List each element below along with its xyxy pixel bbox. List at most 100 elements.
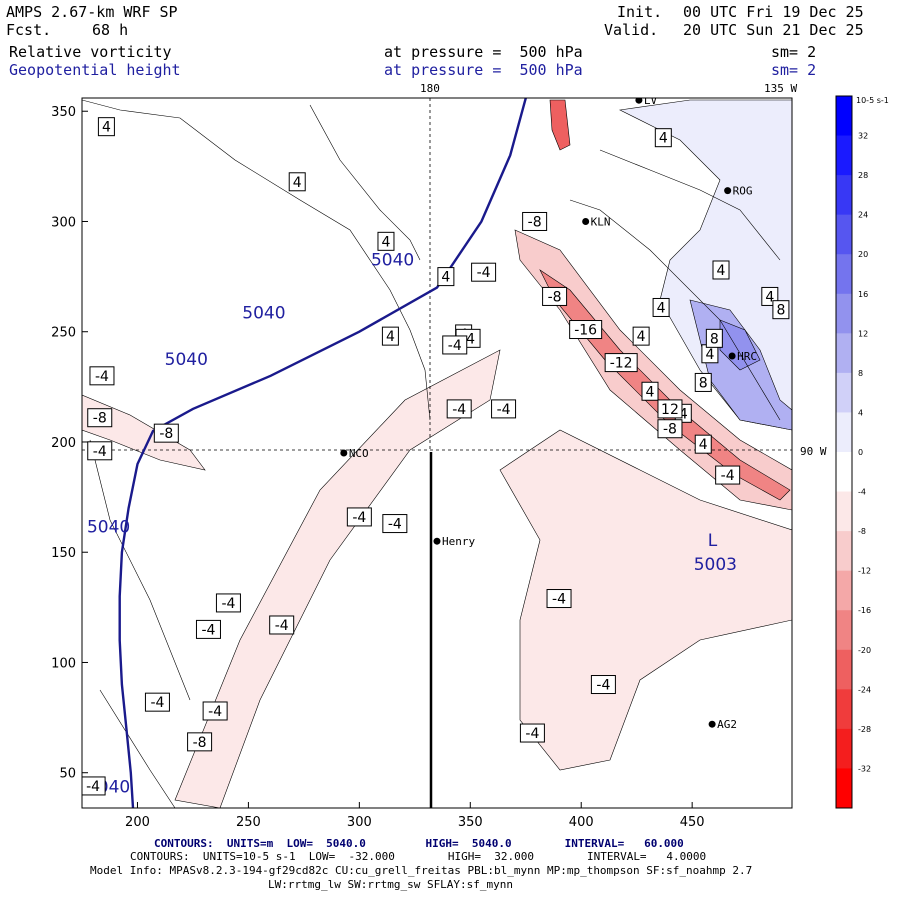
vorticity-label-text-37: -4 bbox=[201, 622, 215, 638]
vorticity-label-text-41: -8 bbox=[193, 735, 207, 751]
x-axis-ticks: 200 250 300 350 400 450 bbox=[125, 802, 705, 830]
vorticity-label-box-45 bbox=[519, 723, 545, 743]
y-tick-label-3: 200 bbox=[51, 436, 76, 451]
station-dot-5 bbox=[708, 720, 716, 728]
colorbar-level-14: -24 bbox=[858, 685, 871, 694]
vorticity-label-box-23 bbox=[569, 320, 603, 340]
vorticity-label-text-39: -4 bbox=[150, 695, 164, 711]
y-tick-label-0: 50 bbox=[59, 767, 76, 782]
colorbar-level-0: 32 bbox=[858, 132, 868, 141]
vorticity-label-text-25: -8 bbox=[663, 422, 677, 438]
colorbar-swatch-9 bbox=[836, 452, 852, 493]
vorticity-label-1: 4 bbox=[288, 172, 306, 192]
vorticity-label-text-29: -8 bbox=[93, 411, 107, 427]
station-name-4: HRC bbox=[737, 350, 757, 363]
y-tick-label-4: 250 bbox=[51, 326, 76, 341]
station-dot-0 bbox=[340, 449, 348, 457]
vorticity-label-24: -12 bbox=[604, 353, 638, 373]
colorbar-swatch-10 bbox=[836, 491, 852, 532]
colorbar-level-2: 24 bbox=[858, 211, 868, 220]
vorticity-contours bbox=[82, 99, 781, 808]
vorticity-label-15: 12 bbox=[657, 399, 683, 419]
vorticity-label-text-3: 4 bbox=[386, 329, 395, 345]
vorticity-label-box-39 bbox=[144, 692, 170, 712]
vorticity-label-11: 4 bbox=[632, 326, 650, 346]
x-tick-label-3: 350 bbox=[458, 815, 483, 830]
pressure-vorticity: at pressure = 500 hPa bbox=[384, 43, 583, 61]
colorbar-level-16: -32 bbox=[858, 764, 871, 773]
vorticity-label-box-29 bbox=[87, 408, 113, 428]
x-tick-label-4: 400 bbox=[569, 815, 594, 830]
smoothing-vorticity: sm= 2 bbox=[771, 43, 817, 61]
vorticity-label-0: 4 bbox=[97, 117, 115, 137]
vorticity-label-text-4: 4 bbox=[441, 270, 450, 286]
vorticity-label-text-45: -4 bbox=[525, 726, 539, 742]
colorbar-swatch-3 bbox=[836, 214, 852, 255]
colorbar-level-9: -4 bbox=[858, 488, 866, 497]
vorticity-label-text-2: 4 bbox=[382, 234, 391, 250]
vorticity-label-17: 8 bbox=[772, 300, 790, 320]
footer-physics-info: LW:rrtmg_lw SW:rrtmg_sw SFLAY:sf_mynn bbox=[268, 878, 514, 891]
height-label-1: 5040 bbox=[242, 303, 285, 323]
vorticity-label-text-44: -4 bbox=[596, 678, 610, 694]
vorticity-label-42: -4 bbox=[82, 776, 106, 796]
vorticity-shading bbox=[82, 99, 792, 808]
height-label-3: 5040 bbox=[87, 517, 130, 537]
vorticity-label-box-30 bbox=[153, 423, 179, 443]
contour-line-6 bbox=[89, 439, 191, 701]
vorticity-label-box-2 bbox=[377, 231, 395, 251]
negative-vorticity-band-south bbox=[174, 349, 501, 808]
label-135w: 135 W bbox=[764, 82, 797, 95]
vorticity-label-40: -4 bbox=[202, 701, 228, 721]
colorbar-swatch-14 bbox=[836, 649, 852, 690]
vorticity-label-box-36 bbox=[215, 593, 241, 613]
low-center-value: 5003 bbox=[694, 555, 737, 575]
vorticity-label-39: -4 bbox=[144, 692, 170, 712]
vorticity-label-22: -8 bbox=[542, 286, 568, 306]
colorbar-level-6: 8 bbox=[858, 369, 863, 378]
x-tick-label-5: 450 bbox=[680, 815, 705, 830]
colorbar-frame bbox=[835, 95, 853, 809]
station-hrc: HRC bbox=[728, 350, 757, 363]
contour-line-2 bbox=[309, 104, 421, 261]
vorticity-label-27: -4 bbox=[715, 465, 741, 485]
vorticity-label-13: 8 bbox=[705, 328, 723, 348]
vorticity-label-20: -4 bbox=[471, 262, 497, 282]
vorticity-label-28: -4 bbox=[89, 366, 115, 386]
station-name-0: NCO bbox=[349, 447, 369, 460]
vorticity-label-text-43: -4 bbox=[552, 592, 566, 608]
vorticity-label-box-43 bbox=[546, 589, 572, 609]
station-markers: NCO Henry KLN ROG HRC AG2 LV bbox=[340, 98, 757, 731]
vorticity-label-14: 8 bbox=[694, 372, 712, 392]
vorticity-label-box-38 bbox=[269, 615, 295, 635]
vorticity-label-box-21 bbox=[522, 211, 548, 231]
vorticity-label-44: -4 bbox=[590, 675, 616, 695]
vorticity-label-box-19 bbox=[442, 335, 468, 355]
colorbar-swatch-15 bbox=[836, 689, 852, 730]
vorticity-label-box-18 bbox=[712, 260, 730, 280]
label-180: 180 bbox=[420, 82, 440, 95]
vorticity-label-text-24: -12 bbox=[610, 356, 633, 372]
vorticity-label-35: -4 bbox=[382, 514, 408, 534]
y-tick-label-2: 150 bbox=[51, 546, 76, 561]
vorticity-label-text-15: 12 bbox=[661, 402, 679, 418]
model-title: AMPS 2.67-km WRF SP bbox=[6, 3, 178, 21]
forecast-label: Fcst. bbox=[6, 21, 52, 39]
colorbar-swatch-7 bbox=[836, 372, 852, 413]
vorticity-label-30: -8 bbox=[153, 423, 179, 443]
y-tick-label-1: 100 bbox=[51, 656, 76, 671]
vorticity-label-21: -8 bbox=[522, 211, 548, 231]
footer-vorticity-contours: CONTOURS: UNITS=10-5 s-1 LOW= -32.000 HI… bbox=[130, 850, 707, 863]
vorticity-label-text-18: 4 bbox=[717, 263, 726, 279]
vorticity-label-box-10 bbox=[641, 381, 659, 401]
colorbar-level-7: 4 bbox=[858, 408, 863, 417]
forecast-hour: 68 h bbox=[92, 21, 129, 39]
vorticity-label-box-13 bbox=[705, 328, 723, 348]
vorticity-label-text-34: -4 bbox=[352, 510, 366, 526]
init-time: 00 UTC Fri 19 Dec 25 bbox=[683, 3, 864, 21]
vorticity-label-text-17: 8 bbox=[776, 303, 785, 319]
vorticity-label-2: 4 bbox=[377, 231, 395, 251]
vorticity-label-box-1 bbox=[288, 172, 306, 192]
colorbar-swatch-2 bbox=[836, 175, 852, 216]
valid-label: Valid. bbox=[604, 21, 659, 39]
